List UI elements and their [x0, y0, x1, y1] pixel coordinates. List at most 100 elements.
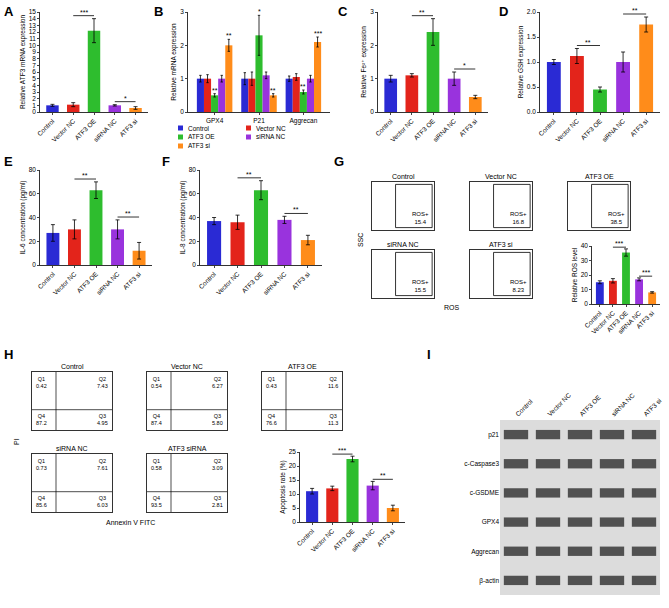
svg-text:Aggrecan: Aggrecan [471, 548, 499, 556]
svg-text:10: 10 [581, 286, 589, 293]
svg-text:4: 4 [32, 82, 36, 89]
svg-text:8: 8 [32, 55, 36, 62]
svg-text:Control: Control [537, 117, 557, 137]
svg-text:14: 14 [29, 15, 37, 22]
svg-text:5: 5 [292, 504, 296, 511]
svg-text:***: *** [338, 447, 346, 454]
svg-text:**: ** [82, 172, 88, 179]
svg-text:Q476.6: Q476.6 [266, 413, 277, 426]
svg-text:Control: Control [188, 125, 210, 132]
svg-text:Q36.03: Q36.03 [97, 495, 108, 508]
svg-text:PI: PI [13, 438, 20, 445]
svg-text:1: 1 [370, 75, 374, 82]
svg-text:Q34.95: Q34.95 [97, 413, 108, 426]
svg-text:**: ** [246, 171, 252, 178]
svg-text:Q211.6: Q211.6 [328, 376, 338, 389]
svg-text:P21: P21 [253, 117, 265, 124]
svg-text:ATF3 si: ATF3 si [635, 309, 655, 329]
svg-text:GPX4: GPX4 [206, 117, 224, 124]
svg-text:IL-8 concentration (pg/ml): IL-8 concentration (pg/ml) [179, 180, 187, 254]
svg-text:**: ** [270, 87, 276, 94]
svg-text:Control: Control [295, 527, 315, 547]
svg-text:Q493.5: Q493.5 [151, 495, 162, 508]
svg-text:20: 20 [581, 271, 589, 278]
svg-text:***: *** [642, 269, 650, 276]
svg-text:**: ** [212, 87, 218, 94]
svg-text:**: ** [585, 39, 591, 46]
svg-text:Control: Control [392, 173, 415, 180]
svg-text:ATF3 OE: ATF3 OE [332, 527, 356, 551]
svg-text:I: I [427, 347, 431, 362]
svg-text:ATF3 OE: ATF3 OE [412, 117, 436, 141]
svg-text:25: 25 [289, 448, 297, 455]
svg-text:40: 40 [189, 214, 197, 221]
svg-text:ROS+16.8: ROS+16.8 [510, 211, 527, 225]
svg-text:***: *** [80, 9, 88, 16]
svg-text:**: ** [632, 7, 638, 14]
svg-text:siRNA NC: siRNA NC [256, 133, 286, 140]
svg-text:p21: p21 [488, 431, 499, 439]
svg-text:GPX4: GPX4 [482, 518, 500, 525]
svg-text:1: 1 [180, 75, 184, 82]
svg-text:0: 0 [292, 518, 296, 525]
svg-text:ATF3 si: ATF3 si [122, 270, 142, 290]
svg-text:Control: Control [36, 117, 56, 137]
svg-text:10: 10 [29, 42, 37, 49]
svg-text:2: 2 [370, 42, 374, 49]
svg-text:IL-6 concentration (pg/ml): IL-6 concentration (pg/ml) [19, 180, 27, 254]
svg-text:E: E [4, 154, 13, 169]
svg-text:ATF3 si: ATF3 si [290, 270, 310, 290]
svg-text:1: 1 [32, 102, 36, 109]
svg-text:ATF3 si: ATF3 si [642, 397, 662, 417]
svg-text:Control: Control [583, 309, 603, 329]
svg-text:0: 0 [180, 108, 184, 115]
svg-text:Q487.2: Q487.2 [36, 413, 47, 426]
svg-text:Control: Control [197, 270, 217, 290]
svg-text:ATF3 si: ATF3 si [118, 117, 138, 137]
svg-text:ATF3 OE: ATF3 OE [75, 270, 99, 294]
svg-text:Q487.4: Q487.4 [151, 413, 162, 426]
svg-text:Vector NC: Vector NC [171, 363, 203, 370]
svg-text:0.5: 0.5 [527, 83, 536, 90]
svg-text:Q35.80: Q35.80 [212, 413, 223, 426]
svg-text:60: 60 [189, 190, 197, 197]
svg-text:Relative ROS level: Relative ROS level [571, 247, 578, 302]
svg-text:Q27.43: Q27.43 [97, 376, 108, 389]
svg-text:ATF3 OE: ATF3 OE [605, 309, 629, 333]
svg-text:60: 60 [29, 190, 37, 197]
svg-text:Vector NC: Vector NC [546, 391, 572, 417]
svg-text:siRNA NC: siRNA NC [616, 309, 642, 335]
svg-text:Vector NC: Vector NC [590, 309, 616, 335]
svg-text:ATF3 OE: ATF3 OE [288, 363, 317, 370]
svg-text:Q26.27: Q26.27 [212, 376, 223, 389]
svg-text:Control: Control [61, 363, 84, 370]
svg-text:ATF3 si: ATF3 si [458, 117, 478, 137]
svg-text:**: ** [293, 206, 299, 213]
svg-text:10: 10 [289, 490, 297, 497]
svg-text:ATF3 OE: ATF3 OE [585, 173, 614, 180]
svg-text:siRNA NC: siRNA NC [262, 270, 288, 296]
svg-text:ATF3 si: ATF3 si [188, 142, 210, 149]
svg-text:80: 80 [189, 166, 197, 173]
svg-text:ROS: ROS [444, 304, 460, 311]
svg-text:20: 20 [289, 462, 297, 469]
svg-text:5: 5 [32, 75, 36, 82]
svg-text:ATF3 OE: ATF3 OE [578, 393, 602, 417]
svg-text:3: 3 [180, 8, 184, 15]
svg-text:**: ** [125, 210, 131, 217]
svg-text:Vector NC: Vector NC [52, 270, 78, 296]
svg-text:**: ** [419, 9, 425, 16]
svg-text:6: 6 [32, 68, 36, 75]
svg-text:Relative mRNA expression: Relative mRNA expression [170, 23, 178, 101]
svg-text:ATF3 OE: ATF3 OE [73, 117, 97, 141]
svg-text:Vector NC: Vector NC [309, 527, 335, 553]
svg-text:Vector NC: Vector NC [215, 270, 241, 296]
svg-text:0: 0 [584, 300, 588, 307]
svg-text:C: C [338, 4, 348, 19]
svg-text:20: 20 [29, 238, 37, 245]
svg-text:ATF3 si: ATF3 si [489, 241, 513, 248]
svg-text:Q10.54: Q10.54 [151, 376, 162, 389]
svg-text:**: ** [380, 472, 386, 479]
svg-text:*: * [258, 8, 261, 15]
svg-text:12: 12 [29, 28, 37, 35]
